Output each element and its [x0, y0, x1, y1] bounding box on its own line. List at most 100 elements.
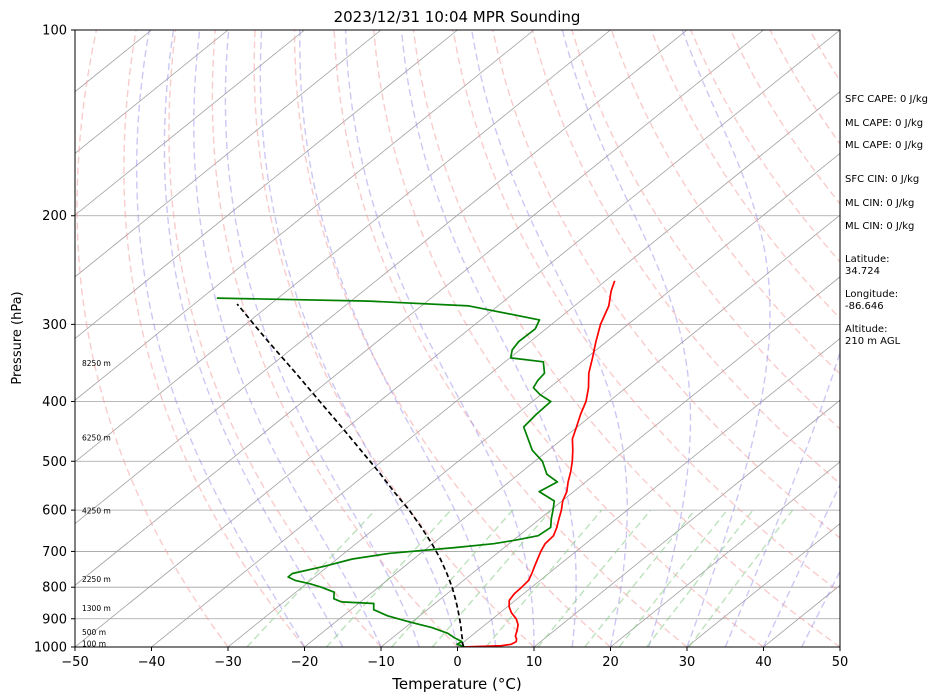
height-label: 8250 m [82, 359, 111, 368]
isotherm-line [151, 91, 840, 647]
x-tick-label: 30 [679, 655, 696, 670]
y-tick-label: 300 [42, 318, 67, 333]
x-tick-label: −40 [138, 655, 165, 670]
longitude-label: Longitude: [845, 289, 898, 300]
moist-adiabat-line [561, 30, 692, 647]
mixing-ratio-line [646, 509, 754, 647]
x-tick-label: −20 [291, 655, 318, 670]
mixing-ratio-line [584, 509, 696, 647]
dry-adiabat-line [168, 30, 382, 647]
dry-adiabat-line [76, 30, 229, 647]
y-tick-label: 900 [42, 612, 67, 627]
isotherm-line [75, 30, 611, 463]
isotherm-line [75, 30, 535, 401]
moist-adiabat-line [163, 30, 344, 647]
moist-adiabat-line [344, 30, 535, 647]
x-tick-label: 40 [755, 655, 772, 670]
y-axis: 100 200 300 400 500 600 700 800 900 1000 [34, 24, 75, 656]
height-label: 6250 m [82, 433, 111, 442]
isotherm-line [75, 30, 764, 586]
moist-adiabat-line [193, 30, 382, 647]
isotherm-line [75, 30, 382, 278]
ml-cin-1: ML CIN: 0 J/kg [845, 198, 914, 209]
latitude-label: Latitude: [845, 254, 890, 265]
chart-title: 2023/12/31 10:04 MPR Sounding [334, 8, 581, 26]
mixing-ratio-line [537, 509, 652, 647]
y-tick-label: 500 [42, 455, 67, 470]
dry-adiabat-line [571, 30, 840, 430]
dry-adiabat-line [253, 30, 535, 647]
x-tick-label: −50 [61, 655, 88, 670]
mixing-ratio-line [688, 509, 794, 647]
moist-adiabat-line [724, 30, 840, 647]
ml-cape-1: ML CAPE: 0 J/kg [845, 118, 923, 129]
dry-adiabat-line [293, 30, 611, 647]
dry-adiabat-line [123, 30, 306, 647]
dry-adiabat-line [929, 30, 947, 647]
moist-adiabat-line [681, 30, 771, 647]
mixing-ratio-line [325, 509, 452, 647]
isotherm-line [610, 461, 840, 647]
height-label: 100 m [82, 639, 106, 648]
isotherm-line [75, 30, 229, 154]
isotherm-line [457, 337, 840, 647]
stats-panel: SFC CAPE: 0 J/kg ML CAPE: 0 J/kg ML CAPE… [845, 94, 928, 347]
dry-adiabat-line [373, 30, 764, 647]
dry-adiabat-line [452, 30, 840, 594]
height-label: 4250 m [82, 507, 111, 516]
moist-adiabat-line [801, 569, 840, 647]
latitude-value: 34.724 [845, 266, 880, 277]
height-label: 1300 m [82, 604, 111, 613]
dry-adiabat-line [531, 30, 840, 485]
x-tick-label: 20 [602, 655, 619, 670]
ml-cape-2: ML CAPE: 0 J/kg [845, 140, 923, 151]
isotherm-line [380, 276, 840, 647]
isotherm-line [75, 30, 305, 216]
x-tick-label: −10 [367, 655, 394, 670]
y-tick-label: 100 [42, 24, 67, 39]
sfc-cin: SFC CIN: 0 J/kg [845, 174, 919, 185]
x-axis-label: Temperature (°C) [391, 675, 521, 693]
x-tick-label: 0 [453, 655, 461, 670]
y-axis-label: Pressure (hPa) [10, 291, 25, 384]
altitude-label: Altitude: [845, 324, 887, 335]
moist-adiabat-line [299, 30, 497, 647]
y-tick-label: 600 [42, 504, 67, 519]
isotherm-line [227, 152, 840, 647]
moist-adiabat-line [135, 30, 306, 647]
data-lines [216, 280, 616, 647]
height-labels: 100 m 500 m 1300 m 2250 m 4250 m 6250 m 8250 m [82, 359, 111, 648]
height-label: 500 m [82, 628, 106, 637]
altitude-value: 210 m AGL [845, 336, 901, 347]
x-tick-label: −30 [214, 655, 241, 670]
isotherm-line [686, 523, 840, 647]
ml-cin-2: ML CIN: 0 J/kg [845, 221, 914, 232]
isotherm-line [533, 399, 840, 647]
y-tick-label: 400 [42, 395, 67, 410]
x-tick-label: 10 [526, 655, 543, 670]
dewpoint-line [216, 297, 559, 647]
temperature-line [463, 280, 616, 647]
longitude-value: -86.646 [845, 301, 884, 312]
y-tick-label: 700 [42, 545, 67, 560]
moist-adiabat-line [471, 30, 628, 647]
parcel-line [236, 303, 465, 647]
mixing-ratio-line [618, 509, 728, 647]
x-tick-label: 50 [832, 655, 849, 670]
height-label: 2250 m [82, 575, 111, 584]
y-tick-label: 800 [42, 581, 67, 596]
sfc-cape: SFC CAPE: 0 J/kg [845, 94, 928, 105]
x-axis: −50 −40 −30 −20 −10 0 10 20 30 40 50 [61, 647, 848, 670]
dry-adiabat-line [211, 30, 458, 647]
moist-adiabat-line [224, 30, 420, 647]
moist-adiabat-line [762, 483, 840, 647]
dry-adiabat-line [333, 30, 688, 647]
background-lines [75, 30, 947, 647]
y-tick-label: 200 [42, 209, 67, 224]
mixing-ratio-line [485, 509, 603, 647]
dry-adiabat-line [610, 30, 840, 375]
dry-adiabat-line [491, 30, 840, 539]
isotherm-line [75, 30, 688, 525]
moist-adiabat-line [259, 30, 459, 647]
